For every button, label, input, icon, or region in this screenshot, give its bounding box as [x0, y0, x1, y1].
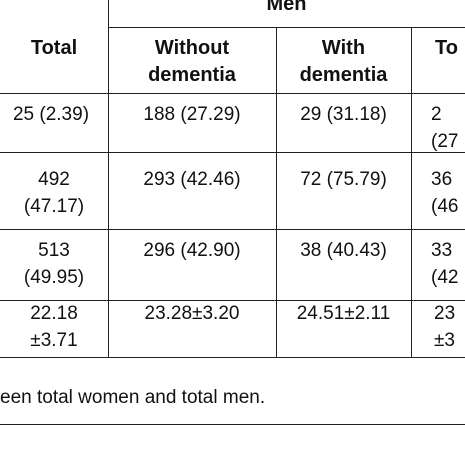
rule-note-bottom	[0, 424, 465, 425]
cell-r3-total: 513 (49.95)	[23, 240, 85, 288]
col-divider-1	[108, 0, 109, 357]
cell-r1-men-total: 2 (27	[431, 104, 459, 152]
col-header-men-total: To	[435, 37, 458, 59]
rule-header-bottom	[0, 93, 465, 94]
cell-r2-with: 72 (75.79)	[300, 169, 387, 190]
rule-row-1	[0, 152, 465, 153]
cell-r1-without: 188 (27.29)	[143, 104, 241, 125]
rule-row-2	[0, 229, 465, 230]
col-header-men-with-dementia: With dementia	[299, 37, 388, 86]
rule-men-underline	[108, 27, 465, 28]
cell-r4-with: 24.51±2.11	[296, 303, 391, 324]
cell-r3-without: 296 (42.90)	[143, 240, 241, 261]
cell-r3-with: 38 (40.43)	[300, 240, 387, 261]
cell-r3-men-total: 33 (42	[431, 240, 459, 288]
col-divider-2	[276, 27, 277, 357]
cell-r2-men-total: 36 (46	[431, 169, 459, 217]
col-header-total: Total	[30, 37, 78, 59]
cell-r2-total: 492 (47.17)	[23, 169, 85, 217]
rule-table-bottom	[0, 357, 465, 358]
group-header-men: Men	[266, 0, 307, 15]
cell-r2-without: 293 (42.46)	[143, 169, 241, 190]
cell-r1-with: 29 (31.18)	[300, 104, 387, 125]
rule-row-3	[0, 300, 465, 301]
cell-r1-total: 25 (2.39)	[12, 104, 90, 125]
cell-r4-total: 22.18 ±3.71	[30, 303, 78, 351]
col-divider-3	[411, 27, 412, 357]
table-footnote: een total women and total men.	[0, 387, 266, 408]
col-header-men-without-dementia: Without dementia	[148, 37, 236, 86]
cell-r4-without: 23.28±3.20	[144, 303, 240, 324]
cell-r4-men-total: 23 ±3	[434, 303, 456, 351]
